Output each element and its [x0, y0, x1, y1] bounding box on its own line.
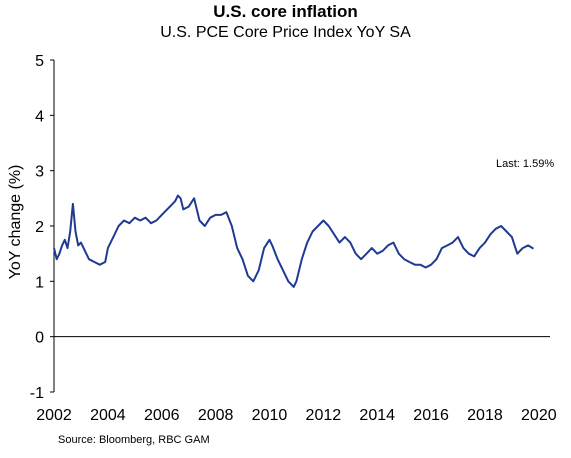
x-tick-label: 2012: [306, 407, 342, 424]
y-tick-label: 3: [35, 164, 44, 181]
x-tick-label: 2016: [413, 407, 449, 424]
y-axis-ticks: -1 0 1 2 3 4 5: [30, 53, 54, 402]
source-note: Source: Bloomberg, RBC GAM: [58, 434, 210, 446]
y-tick-label: 0: [35, 330, 44, 347]
x-tick-label: 2020: [521, 407, 557, 424]
x-tick-label: 2004: [90, 407, 126, 424]
x-tick-label: 2018: [467, 407, 503, 424]
x-tick-label: 2010: [252, 407, 288, 424]
x-tick-label: 2002: [36, 407, 72, 424]
chart-axes: [54, 60, 550, 392]
y-tick-label: 2: [35, 219, 44, 236]
series-line: [54, 196, 534, 287]
y-tick-label: -1: [30, 385, 44, 402]
y-tick-label: 4: [35, 108, 44, 125]
x-tick-label: 2014: [359, 407, 395, 424]
y-axis-label: YoY change (%): [7, 165, 24, 280]
x-axis-ticks: 2002 2004 2006 2008 2010 2012 2014 2016 2018 2020: [36, 407, 557, 424]
last-value-annotation: Last: 1.59%: [496, 158, 554, 170]
y-tick-label: 5: [35, 53, 44, 70]
x-tick-label: 2006: [144, 407, 180, 424]
y-tick-label: 1: [35, 274, 44, 291]
x-tick-label: 2008: [198, 407, 234, 424]
